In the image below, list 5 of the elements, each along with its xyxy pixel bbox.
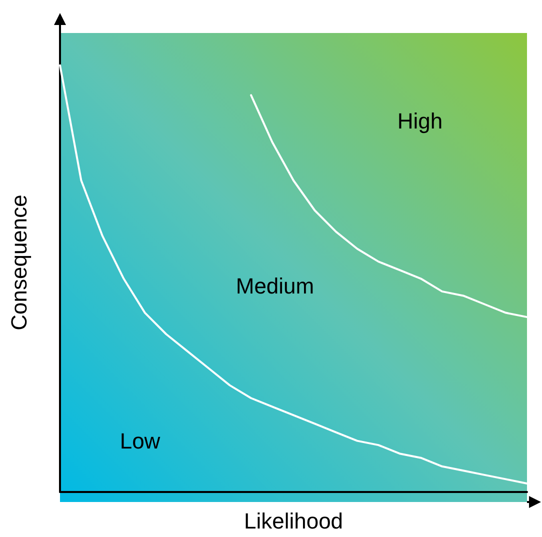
y-axis-title: Consequence [6,194,32,330]
annotation: Low [120,428,160,454]
annotation: High [397,108,443,134]
annotation: Medium [236,274,314,298]
x-axis-title: Likelihood [244,508,344,534]
